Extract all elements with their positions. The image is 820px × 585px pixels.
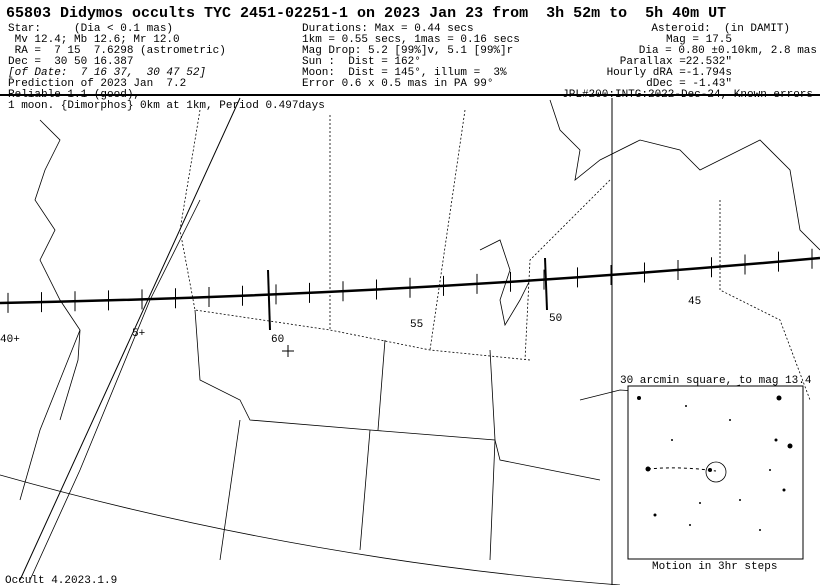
path-label: 60 [271,334,284,346]
star [774,438,778,442]
star [729,419,731,421]
inset-title: 30 arcmin square, to mag 13.4 [620,375,812,387]
border [719,200,811,401]
star [653,513,657,517]
path-label: 50 [549,313,562,325]
info-line: Sun : Dist = 162° [302,56,421,68]
star-info: Star: (Dia < 0.1 mas) Mv 12.4; Mb 12.6; … [8,23,226,101]
info-line: Moon: Dist = 145°, illum = 3% [302,67,507,79]
info-line: RA = 7 15 7.6298 (astrometric) [8,45,226,57]
star [787,443,793,449]
path-label: 40+ [0,334,20,346]
twilight-line [19,97,241,581]
limit-curve [0,474,621,585]
star [769,469,771,471]
title: 65803 Didymos occults TYC 2451-02251-1 o… [6,5,726,22]
star [637,396,641,400]
info-line: Prediction of 2023 Jan 7.2 [8,78,186,90]
motion-track [647,467,717,472]
coastline [34,119,81,421]
sunrise-line [29,199,201,581]
hour-tick [267,269,271,331]
state-border [219,339,496,561]
info-line: Mag = 17.5 [666,34,732,46]
info-line: Dec = 30 50 16.387 [8,56,133,68]
info-line: dDec = -1.43" [646,78,732,90]
borders [19,99,820,561]
star [759,529,761,531]
star [685,405,687,407]
moon-note: 1 moon. {Dimorphos} 0km at 1km, Period 0… [8,100,325,112]
target-circle [705,461,727,483]
info-line: Star: (Dia < 0.1 mas) [8,23,173,35]
path-label: 45 [688,296,701,308]
info-line: Asteroid: (in DAMIT) [651,23,790,35]
path-label: 5+ [132,328,145,340]
star [689,524,691,526]
border [179,109,531,361]
star [776,395,782,401]
info-line: Dia = 0.80 ±0.10km, 2.8 mas [639,45,817,57]
star [699,502,701,504]
info-line: Mv 12.4; Mb 12.6; Mr 12.0 [8,34,180,46]
asteroid-info: Asteroid: (in DAMIT) Mag = 17.5 Dia = 0.… [562,23,817,101]
info-line: Durations: Max = 0.44 secs [302,23,474,35]
info-line: Mag Drop: 5.2 [99%]v, 5.1 [99%]r [302,45,513,57]
site-marker [282,345,294,357]
hour-tick [544,257,548,311]
star [739,499,741,501]
info-line: Hourly dRA =-1.794s [607,67,732,79]
inset-caption: Motion in 3hr steps [652,561,777,573]
state-border [194,309,601,481]
star-chart [627,385,804,560]
info-line: 1km = 0.55 secs, 1mas = 0.16 secs [302,34,520,46]
info-line: Error 0.6 x 0.5 mas in PA 99° [302,78,493,90]
coastline [549,99,820,251]
time-ticks [7,248,813,313]
star [671,439,673,441]
border [524,179,611,361]
border [429,109,466,351]
event-info: Durations: Max = 0.44 secs 1km = 0.55 se… [302,23,520,90]
coastline [19,329,81,501]
info-line: Parallax =22.532" [620,56,732,68]
path-label: 55 [410,319,423,331]
lake-shore [479,239,531,327]
star [782,488,786,492]
info-line: [of Date: 7 16 37, 30 47 52] [8,67,206,79]
footer: Occult 4.2023.1.9 [5,575,117,585]
